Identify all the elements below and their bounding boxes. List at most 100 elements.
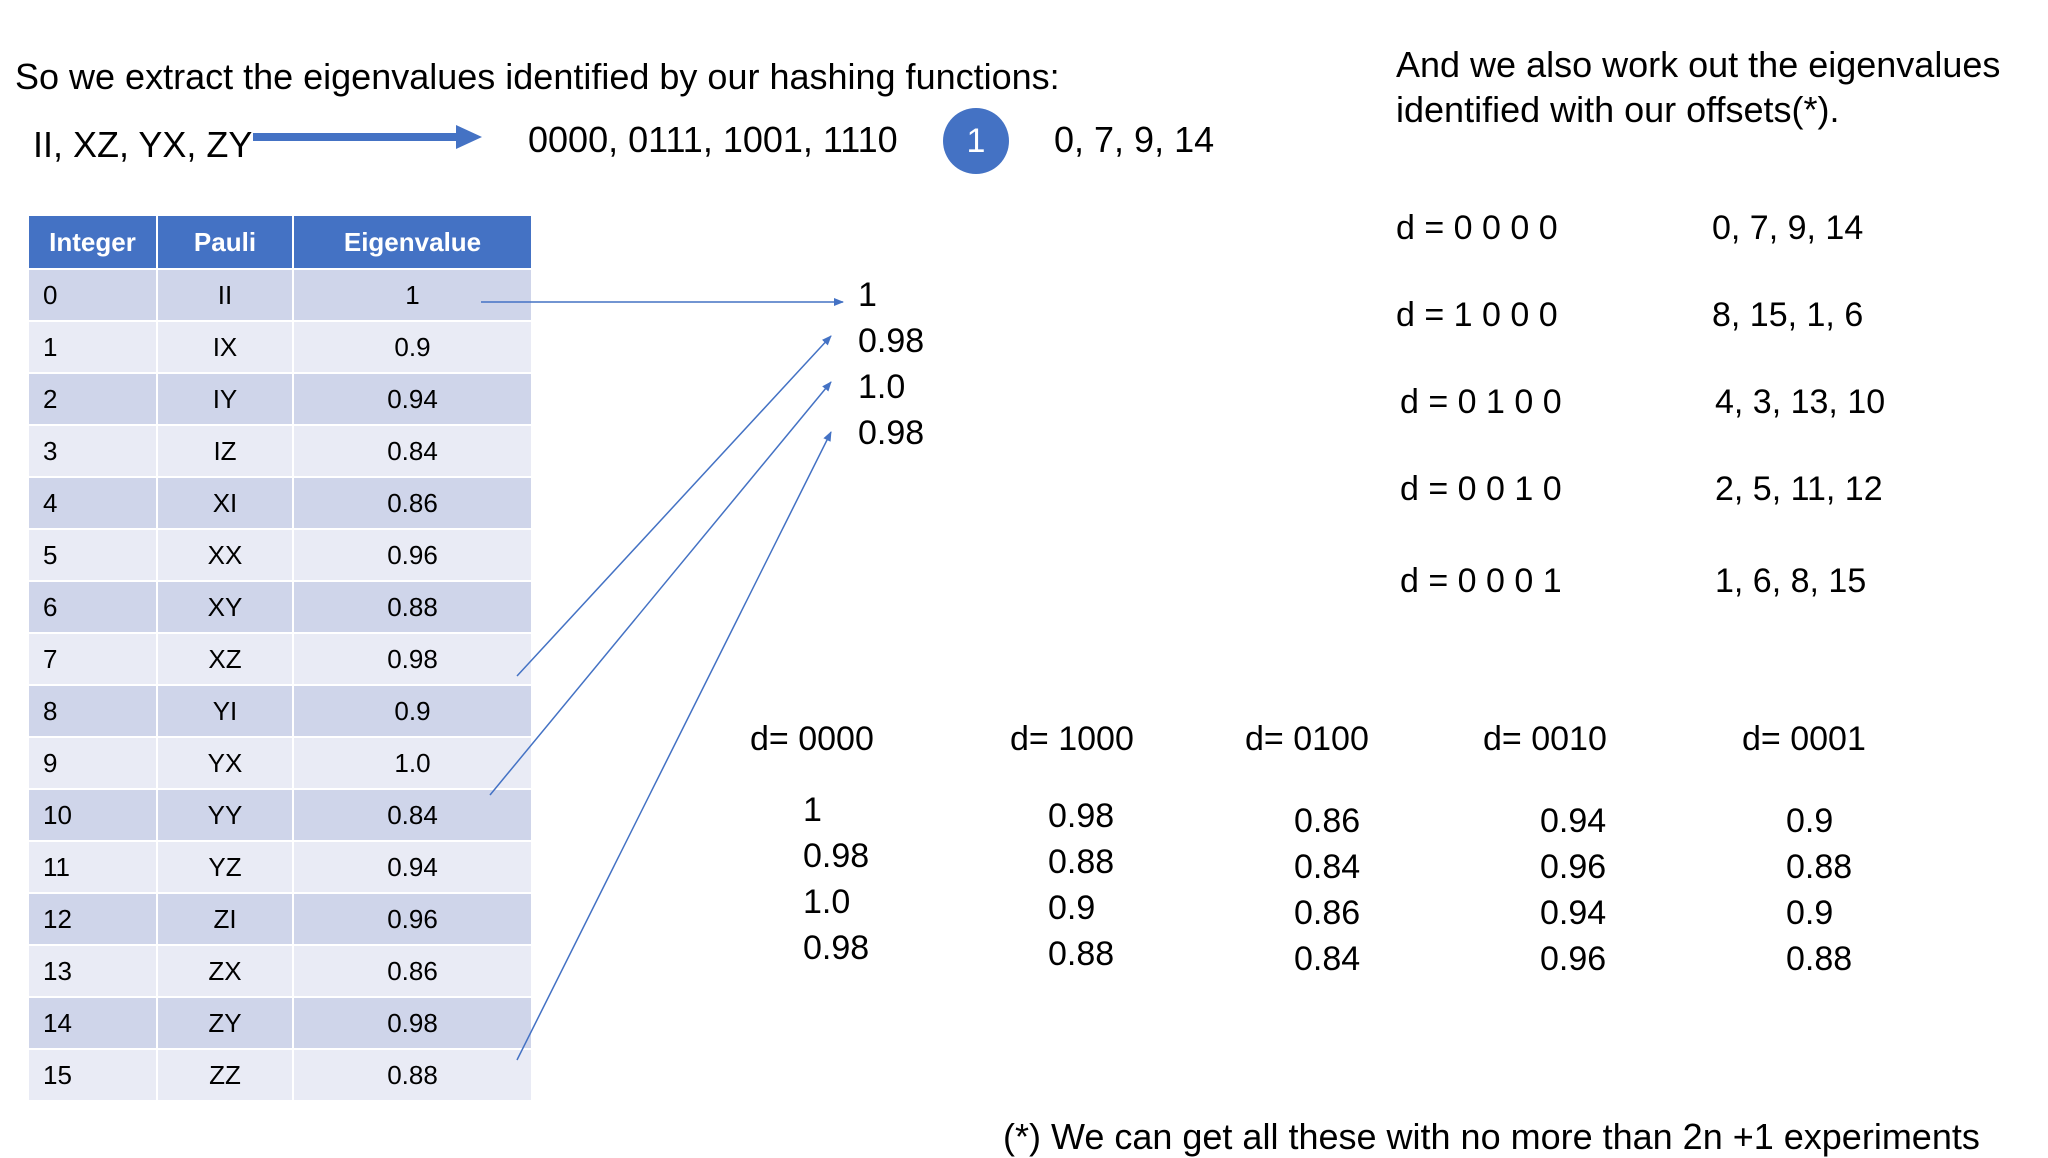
column-value: 0.94 (1540, 802, 1607, 840)
header-pauli: Pauli (156, 214, 294, 270)
integer-cell: 7 (27, 632, 158, 686)
integer-cell: 13 (27, 944, 158, 998)
footnote: (*) We can get all these with no more th… (1003, 1116, 1980, 1157)
pauli-cell: XY (156, 580, 294, 634)
table-row: 14 ZY 0.98 (27, 996, 533, 1050)
table-row: 11 YZ 0.94 (27, 840, 533, 894)
column-header: d= 0001 (1742, 720, 1866, 758)
arrow-row-7 (516, 335, 832, 677)
pauli-cell: IY (156, 372, 294, 426)
offset-values: 2, 5, 11, 12 (1715, 470, 1883, 508)
pauli-cell: IZ (156, 424, 294, 478)
offset-label: d = 0 0 0 1 (1400, 562, 1562, 600)
table-row: 15 ZZ 0.88 (27, 1048, 533, 1102)
offset-label: d = 0 0 0 0 (1396, 209, 1558, 247)
offsets-title-line2: identified with our offsets(*). (1396, 89, 1840, 130)
table-row: 4 XI 0.86 (27, 476, 533, 530)
column-values: 0.86 0.84 0.86 0.84 (1294, 798, 1360, 982)
pauli-cell: ZY (156, 996, 294, 1050)
binary-list: 0000, 0111, 1001, 1110 (528, 119, 898, 160)
offsets-title-line1: And we also work out the eigenvalues (1396, 44, 2001, 85)
integer-cell: 2 (27, 372, 158, 426)
eigenvalue-cell: 0.98 (292, 996, 533, 1050)
table-row: 10 YY 0.84 (27, 788, 533, 842)
pauli-cell: YX (156, 736, 294, 790)
pauli-cell: XX (156, 528, 294, 582)
eigenvalue-cell: 1.0 (292, 736, 533, 790)
integer-cell: 10 (27, 788, 158, 842)
integer-cell: 11 (27, 840, 158, 894)
table-row: 5 XX 0.96 (27, 528, 533, 582)
column-value: 0.86 (1294, 802, 1361, 840)
column-value: 0.98 (803, 837, 870, 875)
arrow-row-9 (489, 381, 832, 796)
offset-values: 1, 6, 8, 15 (1715, 562, 1867, 600)
header-integer: Integer (27, 214, 158, 270)
column-value: 0.84 (1294, 848, 1361, 886)
arrow-row-14 (516, 431, 832, 1061)
column-value: 0.88 (1786, 848, 1853, 886)
column-value: 1.0 (803, 883, 851, 921)
pauli-cell: IX (156, 320, 294, 374)
column-header: d= 0010 (1483, 720, 1607, 758)
eigenvalue-cell: 0.88 (292, 580, 533, 634)
column-value: 0.9 (1048, 889, 1096, 927)
column-value: 0.96 (1540, 848, 1607, 886)
pauli-cell: XI (156, 476, 294, 530)
offset-values: 8, 15, 1, 6 (1712, 296, 1864, 334)
integer-cell: 12 (27, 892, 158, 946)
integer-list: 0, 7, 9, 14 (1054, 119, 1215, 160)
table-row: 1 IX 0.9 (27, 320, 533, 374)
column-values: 0.98 0.88 0.9 0.88 (1048, 793, 1114, 977)
column-value: 0.84 (1294, 940, 1361, 978)
eigenvalue-cell: 0.88 (292, 1048, 533, 1102)
integer-cell: 4 (27, 476, 158, 530)
eigenvalue-cell: 0.84 (292, 424, 533, 478)
table-row: 8 YI 0.9 (27, 684, 533, 738)
extracted-value: 1.0 (858, 368, 906, 406)
pauli-cell: YZ (156, 840, 294, 894)
column-value: 0.88 (1786, 940, 1853, 978)
integer-cell: 6 (27, 580, 158, 634)
step-badge: 1 (943, 108, 1009, 174)
table-row: 13 ZX 0.86 (27, 944, 533, 998)
pauli-cell: YI (156, 684, 294, 738)
offset-values: 4, 3, 13, 10 (1715, 383, 1886, 421)
eigenvalue-cell: 0.94 (292, 372, 533, 426)
column-value: 0.98 (803, 929, 870, 967)
integer-cell: 15 (27, 1048, 158, 1102)
table-row: 2 IY 0.94 (27, 372, 533, 426)
column-header: d= 0000 (750, 720, 874, 758)
table-row: 0 II 1 (27, 268, 533, 322)
eigenvalue-cell: 0.98 (292, 632, 533, 686)
column-value: 0.9 (1786, 802, 1834, 840)
column-header: d= 0100 (1245, 720, 1369, 758)
pauli-cell: YY (156, 788, 294, 842)
table-row: 12 ZI 0.96 (27, 892, 533, 946)
table-row: 7 XZ 0.98 (27, 632, 533, 686)
intro-text: So we extract the eigenvalues identified… (15, 56, 1060, 97)
offset-label: d = 0 1 0 0 (1400, 383, 1562, 421)
integer-cell: 14 (27, 996, 158, 1050)
eigenvalue-cell: 0.84 (292, 788, 533, 842)
column-value: 0.98 (1048, 797, 1115, 835)
integer-cell: 9 (27, 736, 158, 790)
offset-label: d = 1 0 0 0 (1396, 296, 1558, 334)
column-value: 0.94 (1540, 894, 1607, 932)
eigenvalue-table: Integer Pauli Eigenvalue 0 II 1 1 IX 0.9 2 IY 0.… (27, 214, 533, 1102)
pauli-cell: ZX (156, 944, 294, 998)
eigenvalue-cell: 0.96 (292, 892, 533, 946)
column-header: d= 1000 (1010, 720, 1134, 758)
column-values: 1 0.98 1.0 0.98 (803, 787, 869, 971)
pauli-cell: ZZ (156, 1048, 294, 1102)
eigenvalue-cell: 0.96 (292, 528, 533, 582)
extracted-values: 1 0.98 1.0 0.98 (858, 272, 924, 456)
offset-label: d = 0 0 1 0 (1400, 470, 1562, 508)
pauli-cell: II (156, 268, 294, 322)
header-eigenvalue: Eigenvalue (292, 214, 533, 270)
table-row: 9 YX 1.0 (27, 736, 533, 790)
table-row: 3 IZ 0.84 (27, 424, 533, 478)
eigenvalue-cell: 0.86 (292, 476, 533, 530)
pauli-cell: ZI (156, 892, 294, 946)
